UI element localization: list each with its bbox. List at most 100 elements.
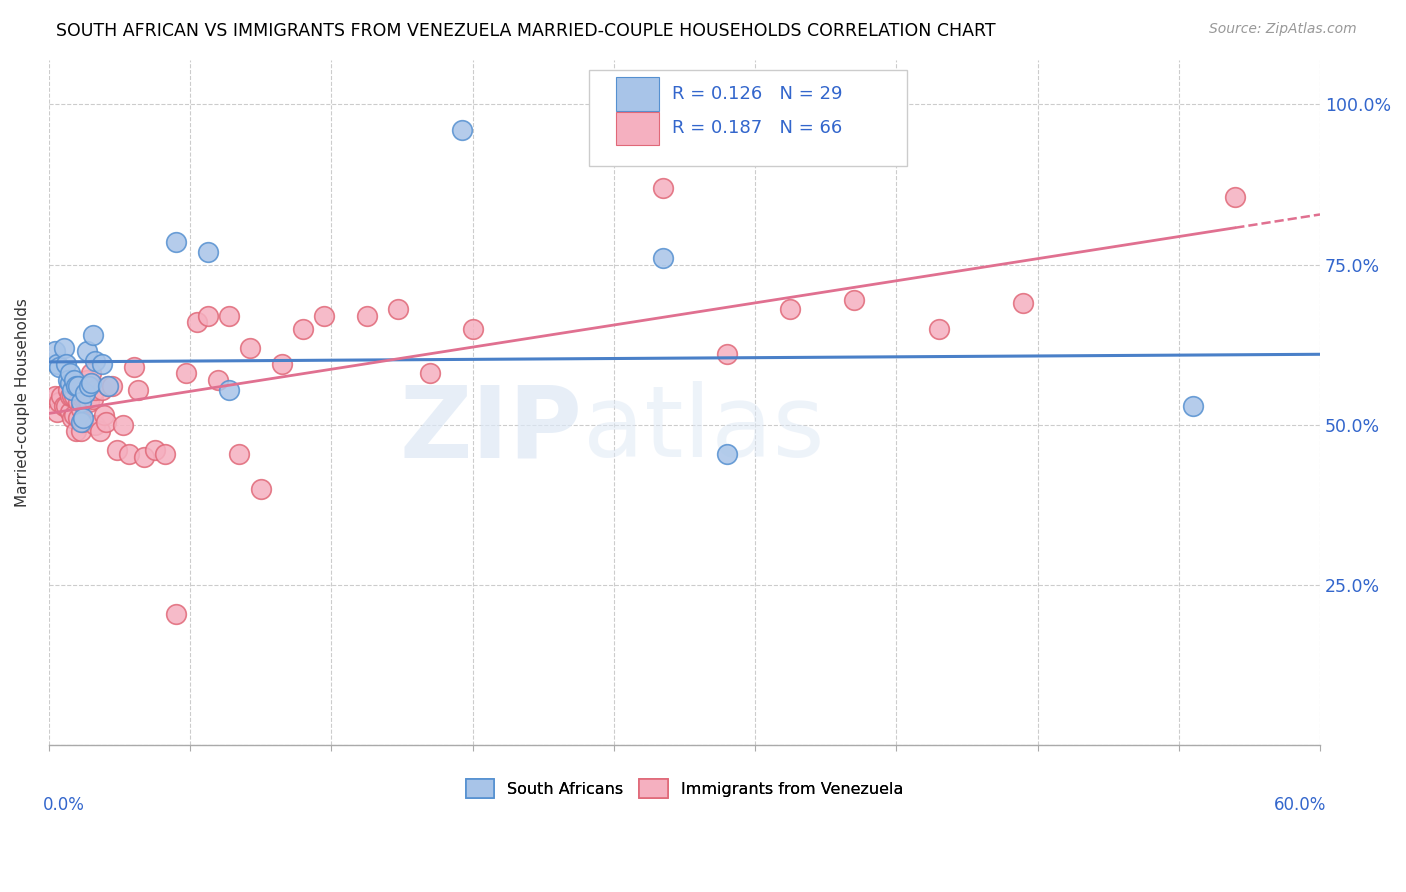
Point [69,415,91,429]
Point [82,328,104,343]
Point [111,417,134,432]
Point [59,389,82,403]
Point [76,392,98,406]
Point [73,385,96,400]
Point [44,389,66,403]
Legend: South Africans, Immigrants from Venezuela: South Africans, Immigrants from Venezuel… [457,772,911,805]
Point [218,309,240,323]
Point [90,357,112,371]
Point [93,408,115,422]
Point [63,389,86,403]
Point [67,395,90,409]
Point [72,411,94,425]
Point [89,424,111,438]
Point [48,395,70,409]
Point [51,389,73,403]
Point [356,309,378,323]
Point [228,446,250,460]
Point [65,424,87,438]
Point [314,309,336,323]
Text: Source: ZipAtlas.com: Source: ZipAtlas.com [1209,22,1357,37]
Point [928,321,950,335]
Point [101,379,124,393]
Point [80,367,103,381]
Point [197,244,219,259]
Point [46,357,69,371]
Point [270,357,292,371]
Point [1225,190,1247,204]
Point [97,379,120,393]
Point [59,367,82,381]
Point [105,443,128,458]
Point [218,383,240,397]
Point [69,401,91,416]
Point [1181,399,1204,413]
Point [122,360,145,375]
Point [387,302,409,317]
Point [82,392,104,406]
Point [80,376,103,390]
Point [55,399,77,413]
FancyBboxPatch shape [616,112,659,145]
FancyBboxPatch shape [589,70,907,166]
Point [155,446,177,460]
Text: 60.0%: 60.0% [1274,797,1326,814]
Point [52,341,75,355]
Point [84,383,107,397]
Point [73,379,96,393]
Point [76,373,98,387]
Point [652,251,675,265]
Point [60,389,83,403]
Point [55,357,77,371]
Point [165,235,187,249]
Point [461,321,484,335]
Point [67,411,90,425]
Point [239,341,262,355]
Point [716,347,738,361]
Point [118,446,141,460]
Point [143,443,166,458]
Point [76,344,98,359]
Point [56,373,79,387]
Point [63,373,86,387]
Point [132,450,155,464]
Point [67,379,90,393]
Point [127,383,149,397]
FancyBboxPatch shape [616,78,659,111]
Text: 0.0%: 0.0% [42,797,84,814]
Point [69,395,91,409]
Point [90,383,112,397]
Point [52,399,75,413]
Point [63,408,86,422]
Point [60,411,83,425]
Point [84,353,107,368]
Point [72,392,94,406]
Point [84,417,107,432]
Point [716,446,738,460]
Point [451,123,474,137]
Point [80,376,103,390]
Point [419,367,441,381]
Point [60,383,83,397]
Text: SOUTH AFRICAN VS IMMIGRANTS FROM VENEZUELA MARRIED-COUPLE HOUSEHOLDS CORRELATION: SOUTH AFRICAN VS IMMIGRANTS FROM VENEZUE… [56,22,995,40]
Point [292,321,315,335]
Text: atlas: atlas [582,381,824,478]
Text: ZIP: ZIP [399,381,582,478]
Text: R = 0.187   N = 66: R = 0.187 N = 66 [672,120,842,137]
Point [176,367,198,381]
Point [186,315,208,329]
Point [207,373,229,387]
Point [165,607,187,621]
Point [73,392,96,406]
Y-axis label: Married-couple Households: Married-couple Households [15,298,30,507]
Point [48,360,70,375]
Point [77,379,100,393]
Point [197,309,219,323]
Point [94,415,117,429]
Point [72,415,94,429]
Point [779,302,801,317]
Point [44,344,66,359]
Point [65,379,87,393]
Point [1012,296,1035,310]
Point [69,424,91,438]
